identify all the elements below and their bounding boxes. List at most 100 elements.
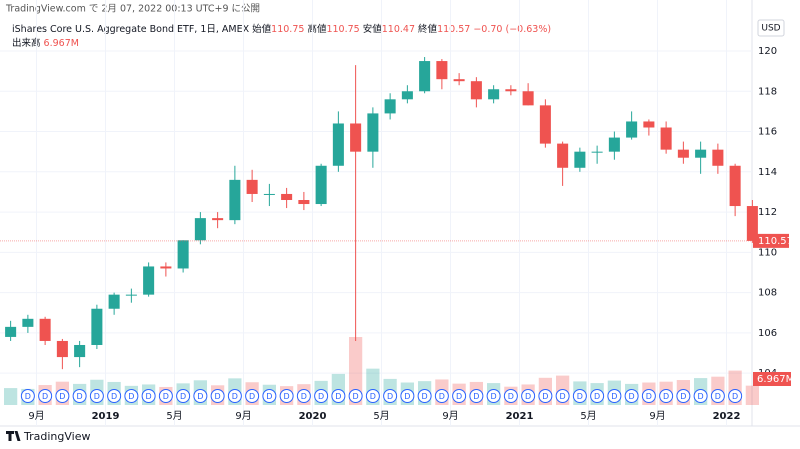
dividend-marker (314, 389, 329, 403)
x-tick-label: 2021 (506, 411, 534, 422)
candle-body (160, 266, 172, 269)
dividend-label: D (59, 392, 65, 401)
y-tick-label: 112 (758, 207, 777, 218)
volume-name: 出来高 (12, 37, 41, 49)
dividend-label: D (284, 392, 290, 401)
candle-body (539, 105, 551, 144)
change-pct: (−0.63%) (506, 24, 552, 35)
dividend-marker (176, 389, 191, 403)
dividend-label: D (422, 392, 428, 401)
candle-body (384, 99, 396, 114)
plot (0, 0, 759, 426)
candle-body (677, 149, 689, 158)
dividend-marker (469, 389, 484, 403)
dividend-label: D (456, 392, 462, 401)
volume-bar (4, 388, 18, 405)
y-tick-label: 110 (758, 247, 777, 258)
y-tick-label: 116 (758, 127, 777, 138)
dividend-label: D (611, 392, 617, 401)
high-label: 高値 (307, 23, 327, 35)
candle-body (712, 149, 724, 166)
candle-body (557, 143, 569, 168)
dividend-marker (20, 389, 35, 403)
dividend-label: D (663, 392, 669, 401)
candle-body (643, 121, 655, 128)
dividend-label: D (146, 392, 152, 401)
dividend-label: D (560, 392, 566, 401)
logo: TradingView (6, 430, 90, 443)
dividend-marker (400, 389, 415, 403)
dividend-label: D (94, 392, 100, 401)
last-price-label: 110.57 (758, 236, 793, 247)
volume-box (753, 372, 791, 386)
dividend-marker (348, 389, 363, 403)
dividend-label: D (370, 392, 376, 401)
dividend-label: D (266, 392, 272, 401)
candle-body (263, 193, 275, 195)
candle-body (470, 81, 482, 100)
logo-text: TradingView (23, 430, 90, 443)
x-tick-label: 9月 (442, 410, 458, 422)
candle-body (298, 200, 310, 205)
candle-body (332, 123, 344, 166)
dividend-marker (331, 389, 346, 403)
dividend-label: D (335, 392, 341, 401)
dividend-marker (503, 389, 518, 403)
dividend-marker (227, 389, 242, 403)
candle-body (695, 149, 707, 158)
candle-body (39, 318, 51, 341)
dividend-label: D (197, 392, 203, 401)
dividend-label: D (473, 392, 479, 401)
candle-body (125, 294, 137, 296)
dividend-label: D (680, 392, 686, 401)
x-tick-label: 9月 (235, 410, 251, 422)
candle-body (143, 266, 155, 295)
dividend-label: D (42, 392, 48, 401)
dividend-marker (590, 389, 605, 403)
dividend-marker (452, 389, 467, 403)
candle-body (608, 137, 620, 152)
x-tick-label: 2020 (299, 411, 327, 422)
dividend-marker (641, 389, 656, 403)
x-tick-label: 2022 (713, 411, 741, 422)
dividend-label: D (698, 392, 704, 401)
legend: iShares Core U.S. Aggregate Bond ETF, 1日… (12, 23, 551, 35)
candle-body (108, 294, 120, 309)
candle-body (505, 89, 517, 92)
currency-box (757, 19, 785, 37)
dividend-label: D (387, 392, 393, 401)
dividend-marker (417, 389, 432, 403)
dividend-label: D (646, 392, 652, 401)
dividend-label: D (542, 392, 548, 401)
dividend-label: D (404, 392, 410, 401)
dividend-marker (141, 389, 156, 403)
candle-body (419, 61, 431, 92)
dividend-marker (572, 389, 587, 403)
dividend-marker (245, 389, 260, 403)
dividend-marker (262, 389, 277, 403)
candle-body (367, 113, 379, 152)
volume-legend: 出来高 6.967M (12, 37, 79, 49)
dividend-marker (693, 389, 708, 403)
candle-body (315, 165, 327, 205)
candle-body (626, 121, 638, 138)
dividend-label: D (508, 392, 514, 401)
y-tick-label: 120 (758, 46, 777, 57)
y-tick-label: 108 (758, 288, 777, 299)
dividend-marker (296, 389, 311, 403)
candle-body (177, 240, 189, 269)
low: 110.47 (382, 24, 415, 35)
dividend-label: D (629, 392, 635, 401)
dividend-label: D (577, 392, 583, 401)
volume-bar (745, 385, 759, 405)
dividend-marker (107, 389, 122, 403)
y-tick-label: 106 (758, 328, 777, 339)
x-tick-label: 5月 (166, 410, 182, 422)
high: 110.75 (326, 24, 359, 35)
open: 110.75 (271, 24, 304, 35)
dividend-marker (624, 389, 639, 403)
dividend-marker (89, 389, 104, 403)
y-tick-label: 114 (758, 167, 777, 178)
dividend-marker (521, 389, 536, 403)
dividend-label: D (249, 392, 255, 401)
